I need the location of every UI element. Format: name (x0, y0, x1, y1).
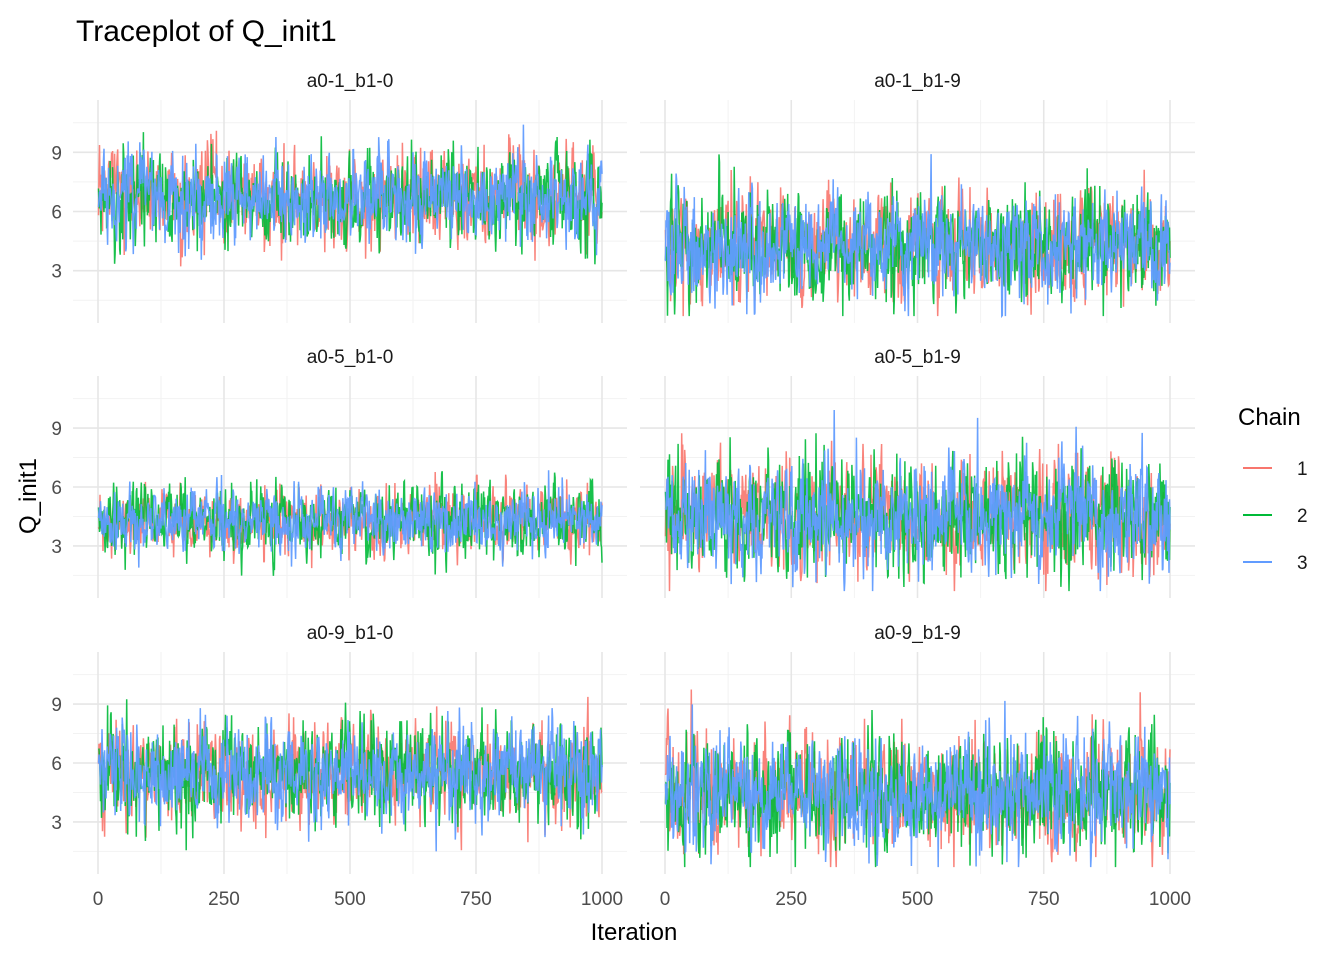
x-tick-label: 250 (208, 889, 240, 910)
chart-title: Traceplot of Q_init1 (76, 15, 337, 48)
facet-panel: a0-5_b1-9 (640, 347, 1195, 598)
y-tick-label: 3 (51, 262, 62, 283)
y-tick-label: 9 (51, 143, 62, 164)
series-line-chain-3 (97, 124, 603, 260)
y-tick-label: 3 (51, 813, 62, 834)
y-tick-label: 3 (51, 537, 62, 558)
x-tick-label: 1000 (581, 889, 623, 910)
facet-title: a0-9_b1-0 (307, 623, 394, 644)
facet-panel: a0-1_b1-0 3 6 9 (51, 71, 627, 323)
series-line-chain-3 (664, 154, 1171, 319)
x-tick-label: 0 (660, 889, 671, 910)
x-tick-label: 750 (460, 889, 492, 910)
legend-entries: 1 2 3 (1243, 459, 1308, 574)
legend-label: 3 (1297, 553, 1308, 574)
facet-title: a0-1_b1-0 (307, 71, 394, 92)
facet-title: a0-1_b1-9 (874, 71, 961, 92)
facet-title: a0-9_b1-9 (874, 623, 961, 644)
facet-title: a0-5_b1-0 (307, 347, 394, 368)
facet-panel: a0-9_b1-9 0 250 500 750 1000 (640, 623, 1195, 910)
x-tick-label: 250 (775, 889, 807, 910)
legend: Chain 1 2 3 (1238, 404, 1308, 574)
y-tick-label: 6 (51, 203, 62, 224)
x-tick-label: 0 (93, 889, 104, 910)
facet-panels: a0-1_b1-0369a0-1_b1-9a0-5_b1-0369a0-5_b1… (51, 71, 1195, 910)
facet-panel: a0-5_b1-0 3 6 9 (51, 347, 627, 598)
legend-label: 2 (1297, 506, 1308, 527)
x-tick-label: 1000 (1149, 889, 1191, 910)
y-tick-label: 9 (51, 695, 62, 716)
facet-panel: a0-9_b1-0 3 6 9 0 250 500 750 1000 (51, 623, 627, 910)
y-axis-label: Q_init1 (15, 458, 42, 534)
y-tick-label: 6 (51, 754, 62, 775)
series-line-chain-3 (664, 409, 1171, 592)
legend-title: Chain (1238, 404, 1301, 431)
series-line-chain-3 (664, 700, 1171, 868)
facet-title: a0-5_b1-9 (874, 347, 961, 368)
legend-label: 1 (1297, 459, 1308, 480)
y-tick-label: 6 (51, 478, 62, 499)
x-axis-label: Iteration (591, 919, 678, 946)
x-tick-label: 500 (334, 889, 366, 910)
x-tick-label: 500 (902, 889, 934, 910)
series-line-chain-3 (97, 470, 603, 568)
series-line-chain-3 (97, 707, 603, 852)
facet-panel: a0-1_b1-9 (640, 71, 1195, 323)
x-tick-label: 750 (1028, 889, 1060, 910)
y-tick-label: 9 (51, 419, 62, 440)
